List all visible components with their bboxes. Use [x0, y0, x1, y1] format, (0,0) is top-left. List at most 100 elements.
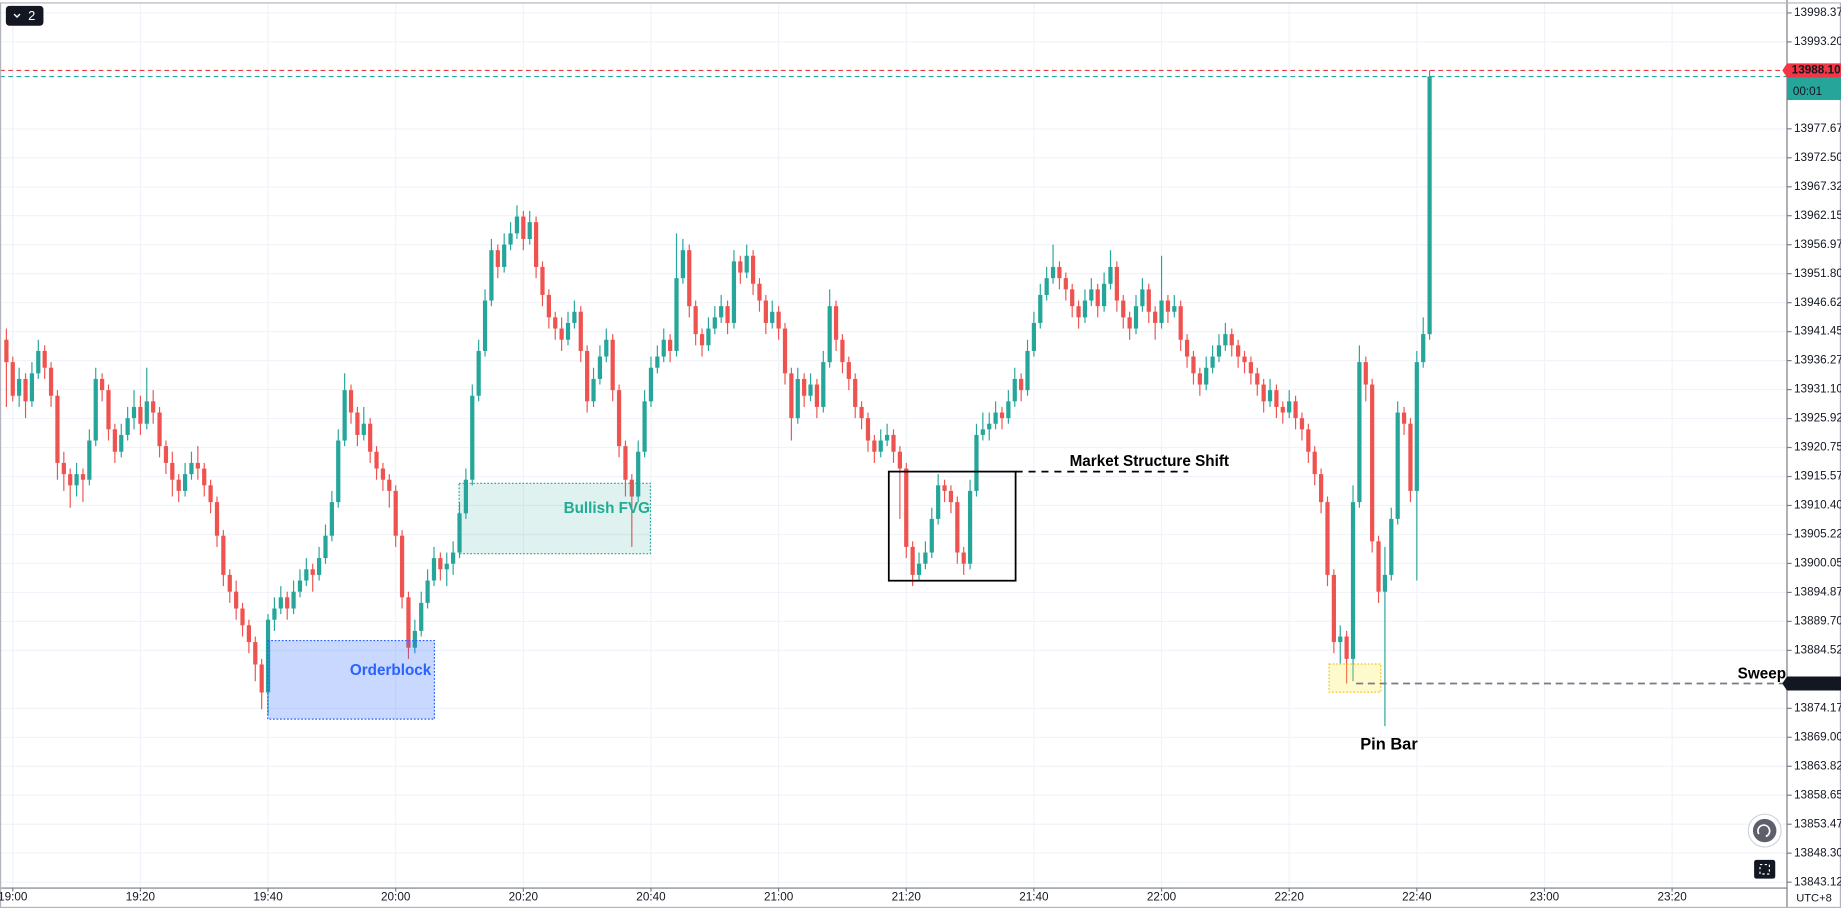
screenshot-icon[interactable]: [1759, 864, 1770, 875]
price-badge-label: 13878.60: [1792, 677, 1841, 690]
pin-bar-label: Pin Bar: [1360, 735, 1418, 753]
candle-body: [974, 434, 979, 491]
candle-body: [265, 619, 271, 693]
y-tick-label: 13936.27: [1794, 354, 1841, 367]
timezone-label: UTC+8: [1796, 893, 1832, 905]
price-badges: 00:01 13988.10 13878.60: [1782, 63, 1841, 691]
candle-body: [1114, 266, 1119, 301]
candle-body: [540, 266, 545, 295]
candle-body: [750, 255, 756, 284]
candle-body: [1414, 362, 1419, 491]
candle-body: [623, 446, 628, 480]
candle-body: [948, 490, 954, 503]
candle-body: [597, 356, 603, 379]
candle-body: [1191, 356, 1196, 374]
price-badge-label: 13988.10: [1792, 64, 1841, 77]
candle-body: [655, 356, 660, 368]
candle-body: [770, 311, 775, 323]
candle-body: [827, 306, 832, 363]
candle-body: [1159, 300, 1164, 323]
x-tick-label: 23:00: [1530, 891, 1560, 904]
candle-body: [170, 462, 175, 480]
candle-body: [1006, 401, 1011, 419]
candle-body: [923, 552, 928, 564]
y-tick-label: 13915.57: [1794, 470, 1841, 483]
x-tick-label: 20:40: [636, 891, 666, 904]
chevron-icon[interactable]: [13, 13, 21, 19]
screenshot-bg[interactable]: [1754, 859, 1776, 879]
candle-body: [336, 440, 341, 503]
candle-body: [1012, 378, 1017, 402]
candles: [4, 70, 1432, 727]
candle-body: [253, 642, 258, 665]
candle-body: [891, 434, 896, 452]
candle-body: [929, 518, 934, 553]
panel-badge-bg[interactable]: [5, 5, 44, 26]
candle-body: [687, 250, 692, 307]
candle-body: [240, 608, 245, 626]
candle-body: [648, 367, 654, 402]
panel-badge[interactable]: 2: [5, 5, 44, 26]
candle-body: [1153, 311, 1158, 323]
candle-body: [693, 306, 698, 335]
candle-body: [1242, 356, 1247, 363]
candle-body: [444, 563, 449, 570]
candle-body: [106, 390, 111, 430]
candle-body: [719, 306, 724, 318]
x-tick-label: 21:40: [1019, 891, 1049, 904]
candle-body: [642, 401, 647, 452]
candle-body: [87, 440, 92, 480]
screenshot-button[interactable]: [1754, 859, 1776, 879]
candle-body: [802, 378, 807, 396]
y-tick-label: 13977.67: [1794, 122, 1841, 135]
candle-body: [431, 558, 437, 581]
y-tick-label: 13863.82: [1794, 759, 1841, 772]
candle-body: [987, 423, 992, 430]
orderblock-label: Orderblock: [350, 662, 432, 679]
candle-body: [1063, 278, 1068, 290]
candle-body: [1331, 574, 1336, 643]
reset-glyph[interactable]: [1757, 824, 1771, 838]
candle-body: [1121, 300, 1126, 318]
candle-body: [782, 328, 788, 374]
y-tick-label: 13889.70: [1794, 614, 1841, 627]
candle-body: [23, 378, 28, 402]
candle-body: [865, 418, 871, 441]
candle-body: [674, 278, 679, 351]
candle-body: [961, 552, 966, 564]
reset-button[interactable]: [1747, 813, 1782, 848]
candle-body: [527, 222, 532, 239]
candle-body: [131, 406, 137, 419]
candle-body: [833, 306, 839, 340]
candle-body: [1095, 289, 1100, 307]
candle-body: [872, 440, 877, 452]
candle-body: [1427, 76, 1432, 335]
sweep-label: Sweep: [1738, 666, 1786, 683]
candle-body: [482, 300, 488, 351]
y-tick-label: 13858.65: [1794, 788, 1841, 801]
y-tick-label: 13951.80: [1794, 267, 1841, 280]
y-tick-label: 13900.05: [1794, 557, 1841, 570]
candle-body: [1044, 278, 1049, 295]
candle-body: [853, 378, 858, 407]
candle-body: [61, 462, 66, 475]
pin-bar-box: [1328, 663, 1382, 693]
y-tick-label: 13925.92: [1794, 412, 1841, 425]
candle-body: [795, 378, 800, 419]
x-tick-label: 22:20: [1275, 891, 1305, 904]
candle-body: [10, 362, 15, 396]
candle-body: [1019, 378, 1024, 391]
panel-count[interactable]: 2: [28, 8, 35, 23]
candle-body: [361, 423, 366, 435]
candle-body: [214, 502, 220, 536]
candle-body: [470, 395, 475, 480]
candle-body: [29, 373, 35, 402]
candle-body: [234, 591, 239, 609]
candle-body: [1287, 401, 1292, 413]
candle-body: [993, 412, 998, 424]
reset-icon[interactable]: [1752, 818, 1777, 843]
x-tick-label: 19:40: [253, 891, 283, 904]
x-tick-label: 19:20: [126, 891, 156, 904]
candle-body: [125, 418, 130, 435]
price-lines: [0, 69, 1787, 685]
